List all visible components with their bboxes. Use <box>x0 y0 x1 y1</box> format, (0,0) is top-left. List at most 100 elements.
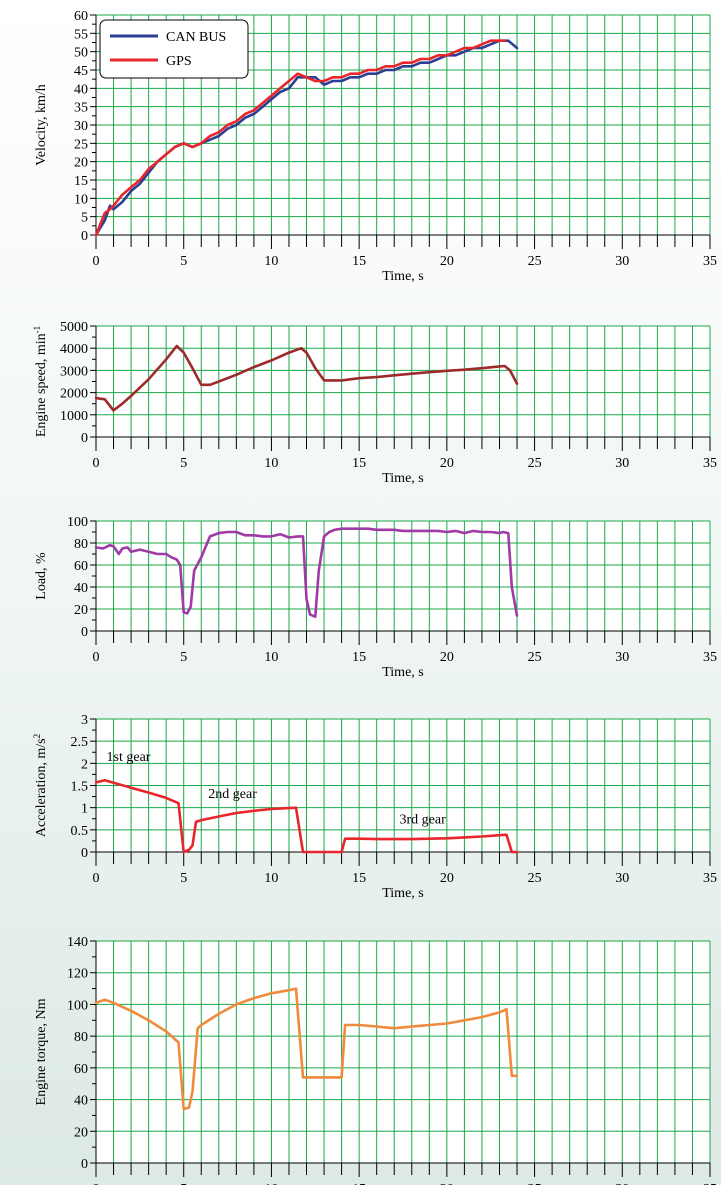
data-point-engine-speed <box>445 369 448 372</box>
data-point-engine-speed <box>503 365 506 367</box>
data-point-engine-speed <box>112 409 115 412</box>
y-axis-title: Velocity, km/h <box>34 84 49 166</box>
x-tick-label: 10 <box>264 254 278 269</box>
data-point-engine-speed <box>103 398 106 401</box>
data-point-gps <box>130 186 132 189</box>
x-tick-label: 20 <box>440 650 454 665</box>
y-tick-label: 0 <box>81 1157 88 1172</box>
data-point-engine-torque <box>463 1019 466 1022</box>
data-point-engine-speed <box>305 351 308 354</box>
y-tick-label: 4000 <box>60 342 88 357</box>
data-point-gps <box>463 47 466 49</box>
data-point-acceleration <box>191 844 194 847</box>
y-tick-label: 35 <box>74 101 88 116</box>
data-point-gps <box>384 65 387 68</box>
x-tick-label: 5 <box>180 456 187 471</box>
data-point-acceleration <box>302 851 304 853</box>
data-point-gps <box>121 193 124 196</box>
data-point-gps <box>323 80 325 82</box>
data-point-engine-torque <box>481 1016 483 1019</box>
y-axis-title: Engine torque, Nm <box>34 998 49 1105</box>
data-point-engine-torque <box>191 1090 194 1093</box>
data-point-load <box>481 531 483 533</box>
data-point-engine-speed <box>165 358 168 361</box>
data-point-gps <box>270 94 273 97</box>
data-point-can-bus <box>489 43 492 46</box>
data-point-engine-torque <box>375 1025 378 1028</box>
series-line-acceleration <box>94 778 519 854</box>
data-point-load <box>410 530 413 532</box>
data-point-load <box>126 546 129 549</box>
data-point-engine-torque <box>295 987 297 990</box>
data-point-load <box>193 569 196 572</box>
data-point-load <box>170 556 173 559</box>
data-point-gps <box>165 153 168 156</box>
data-point-engine-speed <box>314 367 317 370</box>
data-point-load <box>502 531 504 533</box>
x-tick-label: 10 <box>264 871 278 886</box>
data-point-acceleration <box>344 837 347 840</box>
data-point-load <box>454 530 457 532</box>
annotation-label: 1st gear <box>107 750 151 765</box>
legend-label-can-bus: CAN BUS <box>166 30 226 45</box>
x-tick-label: 25 <box>528 254 542 269</box>
data-point-acceleration <box>340 851 343 853</box>
x-tick-label: 15 <box>352 254 366 269</box>
data-point-engine-torque <box>344 1024 347 1026</box>
data-point-engine-speed <box>175 345 178 347</box>
data-point-load <box>200 556 203 559</box>
data-point-engine-speed <box>288 351 290 354</box>
data-point-engine-torque <box>196 1027 199 1030</box>
data-point-acceleration <box>393 838 396 841</box>
data-point-load <box>165 553 168 555</box>
data-point-acceleration <box>505 833 508 836</box>
data-point-gps <box>331 76 334 79</box>
data-point-load <box>121 547 124 550</box>
data-point-engine-speed <box>130 395 132 397</box>
data-point-gps <box>191 146 194 148</box>
data-point-engine-speed <box>358 377 361 380</box>
x-tick-label: 0 <box>93 871 100 886</box>
data-point-acceleration <box>516 851 518 853</box>
data-point-load <box>109 544 111 547</box>
y-tick-label: 40 <box>74 1094 88 1109</box>
y-axis-title: Engine speed, min-1 <box>32 326 49 437</box>
data-point-engine-torque <box>270 992 273 995</box>
data-point-gps <box>419 58 422 60</box>
data-point-can-bus <box>419 61 422 64</box>
data-point-load <box>323 535 325 538</box>
data-point-gps <box>200 142 203 145</box>
x-tick-label: 25 <box>528 1182 542 1185</box>
data-point-gps <box>296 72 299 75</box>
x-axis-title: Time, s <box>382 665 424 680</box>
y-tick-label: 0.5 <box>71 824 89 839</box>
y-tick-label: 60 <box>74 559 88 574</box>
legend-label-gps: GPS <box>166 54 192 69</box>
series-line-load <box>94 527 519 619</box>
x-tick-label: 25 <box>528 650 542 665</box>
y-tick-label: 1.5 <box>71 780 89 795</box>
y-tick-label: 80 <box>74 537 88 552</box>
data-point-can-bus <box>209 138 211 141</box>
y-tick-label: 2 <box>81 757 88 772</box>
data-point-engine-torque <box>510 1074 513 1077</box>
panel-engine-speed: 0 1000 2000 3000 4000 5000 0 5 10 15 20 25 30 35 Time,… <box>32 320 717 486</box>
plot-area <box>96 521 710 631</box>
data-point-acceleration <box>235 812 238 814</box>
data-point-acceleration <box>358 837 361 840</box>
data-point-load <box>333 528 336 531</box>
x-tick-label: 15 <box>352 456 366 471</box>
y-tick-label: 50 <box>74 46 88 61</box>
data-point-engine-speed <box>217 380 220 383</box>
data-point-gps <box>481 43 483 46</box>
data-point-engine-torque <box>410 1025 413 1028</box>
data-point-engine-speed <box>300 347 303 350</box>
data-point-load <box>270 535 273 538</box>
data-point-engine-speed <box>516 382 518 385</box>
data-point-load <box>182 611 185 614</box>
data-point-can-bus <box>279 91 282 93</box>
data-point-load <box>314 615 317 618</box>
data-point-engine-torque <box>165 1030 168 1033</box>
y-axis-title: Load, % <box>34 552 49 600</box>
